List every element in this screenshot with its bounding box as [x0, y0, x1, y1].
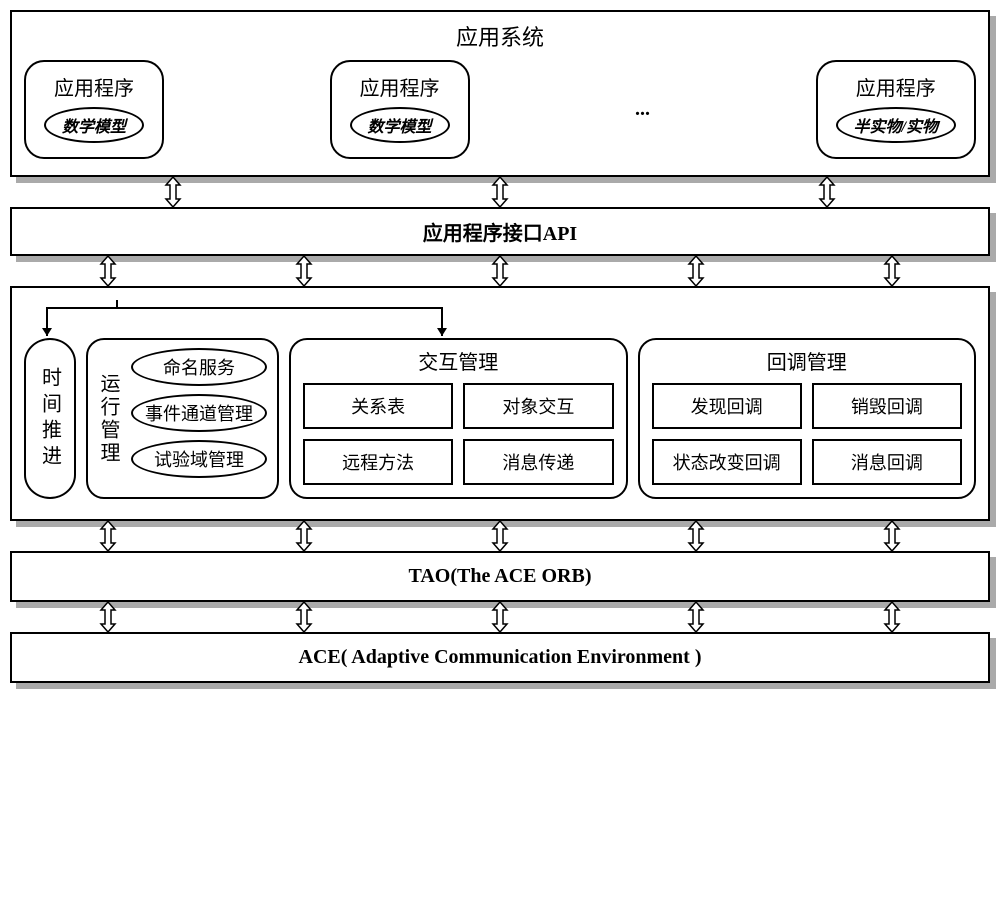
model-pill: 数学模型 — [44, 107, 144, 143]
arrow-row-3 — [10, 521, 990, 551]
model-pill: 半实物/实物 — [836, 107, 956, 143]
bidir-arrow-icon — [881, 602, 903, 632]
app-box-2: 应用程序 数学模型 — [330, 60, 470, 159]
discovery-callback: 发现回调 — [652, 383, 802, 429]
destroy-callback: 销毁回调 — [812, 383, 962, 429]
message-passing: 消息传递 — [463, 439, 613, 485]
model-pill: 数学模型 — [350, 107, 450, 143]
bidir-arrow-icon — [816, 177, 838, 207]
api-layer: 应用程序接口API — [10, 207, 990, 256]
state-change-callback: 状态改变回调 — [652, 439, 802, 485]
bidir-arrow-icon — [685, 521, 707, 551]
event-channel-mgmt: 事件通道管理 — [131, 394, 267, 432]
arrow-row-2 — [10, 256, 990, 286]
callback-title: 回调管理 — [652, 346, 963, 375]
time-advance-label: 时间推进 — [36, 367, 65, 471]
app-title: 应用程序 — [44, 72, 144, 101]
bidir-arrow-icon — [685, 256, 707, 286]
bidir-arrow-icon — [881, 256, 903, 286]
interaction-title: 交互管理 — [303, 346, 614, 375]
bidir-arrow-icon — [489, 177, 511, 207]
naming-service: 命名服务 — [131, 348, 267, 386]
bidir-arrow-icon — [489, 602, 511, 632]
relation-table: 关系表 — [303, 383, 453, 429]
architecture-diagram: 应用系统 应用程序 数学模型 应用程序 数学模型 ... 应用程序 半实物/实物 — [10, 10, 990, 683]
bidir-arrow-icon — [97, 602, 119, 632]
domain-mgmt: 试验域管理 — [131, 440, 267, 478]
tao-label: TAO(The ACE ORB) — [409, 565, 592, 587]
bidir-arrow-icon — [293, 256, 315, 286]
arrow-row-4 — [10, 602, 990, 632]
bidir-arrow-icon — [162, 177, 184, 207]
bidir-arrow-icon — [685, 602, 707, 632]
bidir-arrow-icon — [97, 521, 119, 551]
bidir-arrow-icon — [881, 521, 903, 551]
tao-layer: TAO(The ACE ORB) — [10, 551, 990, 602]
app-title: 应用程序 — [350, 72, 450, 101]
interaction-mgmt-box: 交互管理 关系表 对象交互 远程方法 消息传递 — [289, 338, 628, 499]
object-interaction: 对象交互 — [463, 383, 613, 429]
bidir-arrow-icon — [489, 256, 511, 286]
bidir-arrow-icon — [293, 602, 315, 632]
bidir-arrow-icon — [97, 256, 119, 286]
app-title: 应用程序 — [836, 72, 956, 101]
message-callback: 消息回调 — [812, 439, 962, 485]
internal-arrows — [12, 296, 972, 338]
bidir-arrow-icon — [293, 521, 315, 551]
ace-layer: ACE( Adaptive Communication Environment … — [10, 632, 990, 683]
apps-row: 应用程序 数学模型 应用程序 数学模型 ... 应用程序 半实物/实物 — [24, 60, 976, 159]
app-box-1: 应用程序 数学模型 — [24, 60, 164, 159]
time-advance-box: 时间推进 — [24, 338, 76, 499]
remote-method: 远程方法 — [303, 439, 453, 485]
middleware-layer: 时间推进 运行管理 命名服务 事件通道管理 试验域管理 交互管理 关系表 — [10, 286, 990, 521]
bidir-arrow-icon — [489, 521, 511, 551]
run-management-box: 运行管理 命名服务 事件通道管理 试验域管理 — [86, 338, 279, 499]
app-system-title: 应用系统 — [24, 20, 976, 52]
application-system-layer: 应用系统 应用程序 数学模型 应用程序 数学模型 ... 应用程序 半实物/实物 — [10, 10, 990, 177]
arrow-row-1 — [10, 177, 990, 207]
app-box-3: 应用程序 半实物/实物 — [816, 60, 976, 159]
run-mgmt-label: 运行管理 — [94, 373, 123, 465]
api-label: 应用程序接口API — [423, 223, 577, 245]
callback-mgmt-box: 回调管理 发现回调 销毁回调 状态改变回调 消息回调 — [638, 338, 977, 499]
ellipsis: ... — [635, 98, 650, 121]
ace-label: ACE( Adaptive Communication Environment … — [299, 646, 702, 668]
